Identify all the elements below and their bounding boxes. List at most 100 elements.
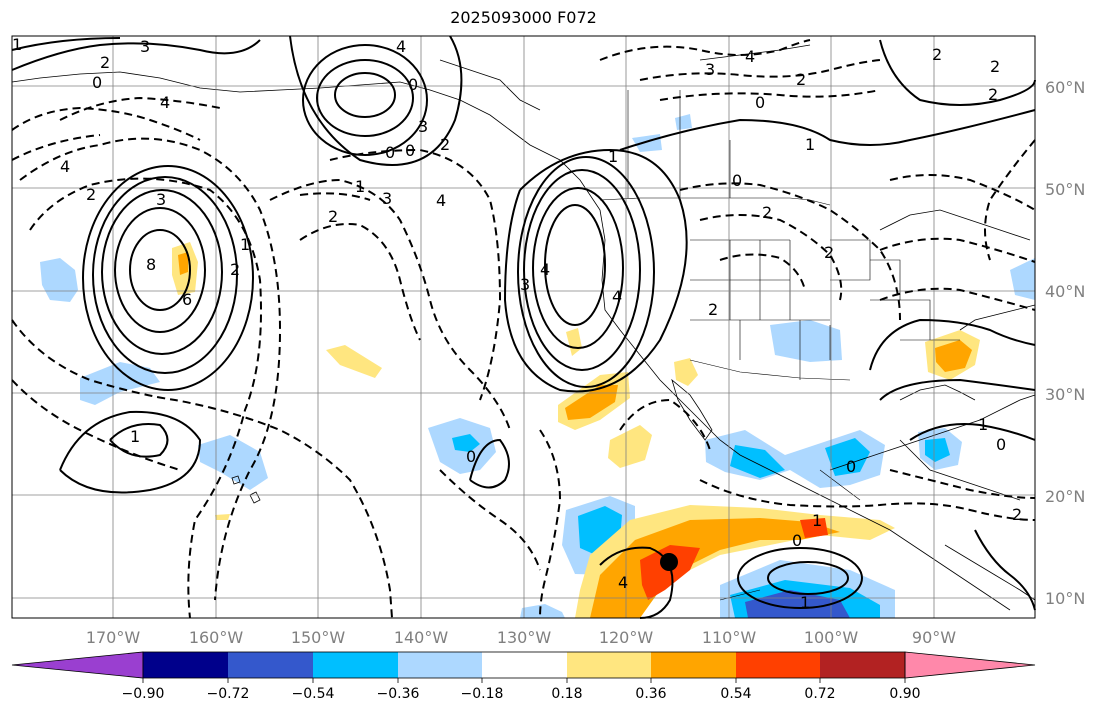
colorbar-tick-label: 0.90 — [889, 686, 920, 702]
contour-label: 2 — [824, 243, 834, 262]
colorbar-tick-label: 0.36 — [635, 686, 666, 702]
contour-label: 2 — [796, 70, 806, 89]
contour-label: 1 — [12, 35, 22, 54]
contour-label: 4 — [436, 191, 446, 210]
lon-label: 150°W — [291, 628, 346, 647]
contour-label: 0 — [792, 531, 802, 550]
contour-label: 1 — [805, 135, 815, 154]
colorbar-segment — [736, 652, 820, 678]
shade-orange-1 — [565, 385, 618, 420]
colorbar-tick-label: −0.36 — [377, 686, 420, 702]
contours-solid — [11, 35, 1036, 619]
shade-red-ep — [640, 545, 700, 600]
contour-label: 0 — [732, 171, 742, 190]
shade-blue-sw — [80, 362, 160, 405]
contour-label: 4 — [160, 93, 170, 112]
contour-label: 4 — [618, 573, 628, 592]
colorbar-tick-label: 0.54 — [720, 686, 751, 702]
contour-label: 3 — [520, 275, 530, 294]
contour-label: 2 — [990, 57, 1000, 76]
shade-yellow-5 — [566, 328, 582, 356]
coastlines — [11, 44, 1036, 611]
shade-blue-mex-inner2 — [825, 438, 870, 476]
contour-label: 0 — [996, 435, 1006, 454]
colorbar-extend-left — [11, 651, 144, 679]
contour-label: 1 — [130, 427, 140, 446]
contour-label: 3 — [140, 37, 150, 56]
contour-label: 4 — [540, 260, 550, 279]
map-frame — [11, 35, 1036, 619]
contour-label: 2 — [440, 135, 450, 154]
lat-label: 60°N — [1045, 78, 1085, 97]
shade-blue-hawaii — [198, 435, 268, 490]
shade-blue-pac-low-3 — [745, 590, 850, 618]
colorbar: −0.90 −0.72 −0.54 −0.36 −0.18 0.18 0.36 … — [11, 651, 1036, 702]
contour-label: 2 — [762, 203, 772, 222]
lat-label: 50°N — [1045, 180, 1085, 199]
lon-label: 120°W — [599, 628, 654, 647]
shade-blue-bottom — [520, 604, 565, 618]
colorbar-segment — [313, 652, 398, 678]
contour-label: 0 — [755, 93, 765, 112]
colorbar-segment — [820, 652, 905, 678]
contour-label: 1 — [800, 593, 810, 612]
borders — [599, 90, 960, 601]
contours-dashed — [11, 39, 1036, 619]
shade-blue-c-inner — [452, 434, 480, 452]
contour-label: 1 — [240, 235, 250, 254]
contour-label: 2 — [230, 260, 240, 279]
colorbar-tick-label: −0.72 — [207, 686, 250, 702]
contour-label: 4 — [60, 157, 70, 176]
shade-yellow-3 — [326, 345, 382, 378]
colorbar-segment — [651, 652, 736, 678]
contour-label: 2 — [932, 45, 942, 64]
colorbar-segment — [398, 652, 482, 678]
contour-label: 3 — [382, 189, 392, 208]
lat-labels: 60°N 50°N 40°N 30°N 20°N 10°N — [1045, 78, 1085, 608]
shade-orange-4 — [178, 252, 188, 275]
lat-label: 20°N — [1045, 487, 1085, 506]
contour-label: 4 — [612, 287, 622, 306]
contour-label: 2 — [328, 207, 338, 226]
colorbar-tick-label: 0.72 — [804, 686, 835, 702]
contour-label: 4 — [396, 37, 406, 56]
colorbar-extend-right — [904, 651, 1036, 679]
shade-blue-mex-inner — [730, 445, 785, 478]
colorbar-tick-label: 0.18 — [551, 686, 582, 702]
shade-blue-nw-small1 — [632, 134, 662, 152]
shade-blue-w — [40, 258, 78, 302]
shade-red-ep2 — [800, 518, 828, 538]
contour-label: 1 — [355, 177, 365, 196]
lon-label: 100°W — [804, 628, 859, 647]
contour-label: 0 — [92, 73, 102, 92]
colorbar-tick-label: −0.90 — [122, 686, 165, 702]
contour-label: 2 — [86, 185, 96, 204]
colorbar-segment — [228, 652, 313, 678]
lat-label: 10°N — [1045, 589, 1085, 608]
lat-label: 40°N — [1045, 282, 1085, 301]
colorbar-segment — [143, 652, 228, 678]
lon-labels: 170°W 160°W 150°W 140°W 130°W 120°W 110°… — [86, 628, 956, 647]
lon-label: 170°W — [86, 628, 141, 647]
colorbar-tick-label: −0.54 — [292, 686, 335, 702]
colorbar-segment — [567, 652, 651, 678]
contour-label: 4 — [745, 47, 755, 66]
contour-label: 3 — [705, 60, 715, 79]
contour-labels: 1 3 2 0 4 4 0 3 2 4 2 0 0 1 4 3 8 3 6 2 … — [12, 35, 1022, 612]
contour-label: 1 — [812, 511, 822, 530]
colorbar-segment — [482, 652, 567, 678]
shade-orange-gulf — [935, 340, 972, 372]
map-title: 2025093000 F072 — [450, 8, 597, 27]
contour-label: 8 — [146, 255, 156, 274]
contour-label: 0 — [408, 75, 418, 94]
colorbar-tick-label: −0.18 — [461, 686, 504, 702]
contour-label: 2 — [708, 300, 718, 319]
grid-lines — [12, 36, 1035, 618]
contour-label: 1 — [978, 415, 988, 434]
shaded-fields — [40, 114, 1035, 618]
lon-label: 90°W — [912, 628, 956, 647]
storm-center-marker — [660, 553, 678, 571]
shade-blue-sw-us — [770, 320, 842, 362]
lon-label: 140°W — [394, 628, 449, 647]
